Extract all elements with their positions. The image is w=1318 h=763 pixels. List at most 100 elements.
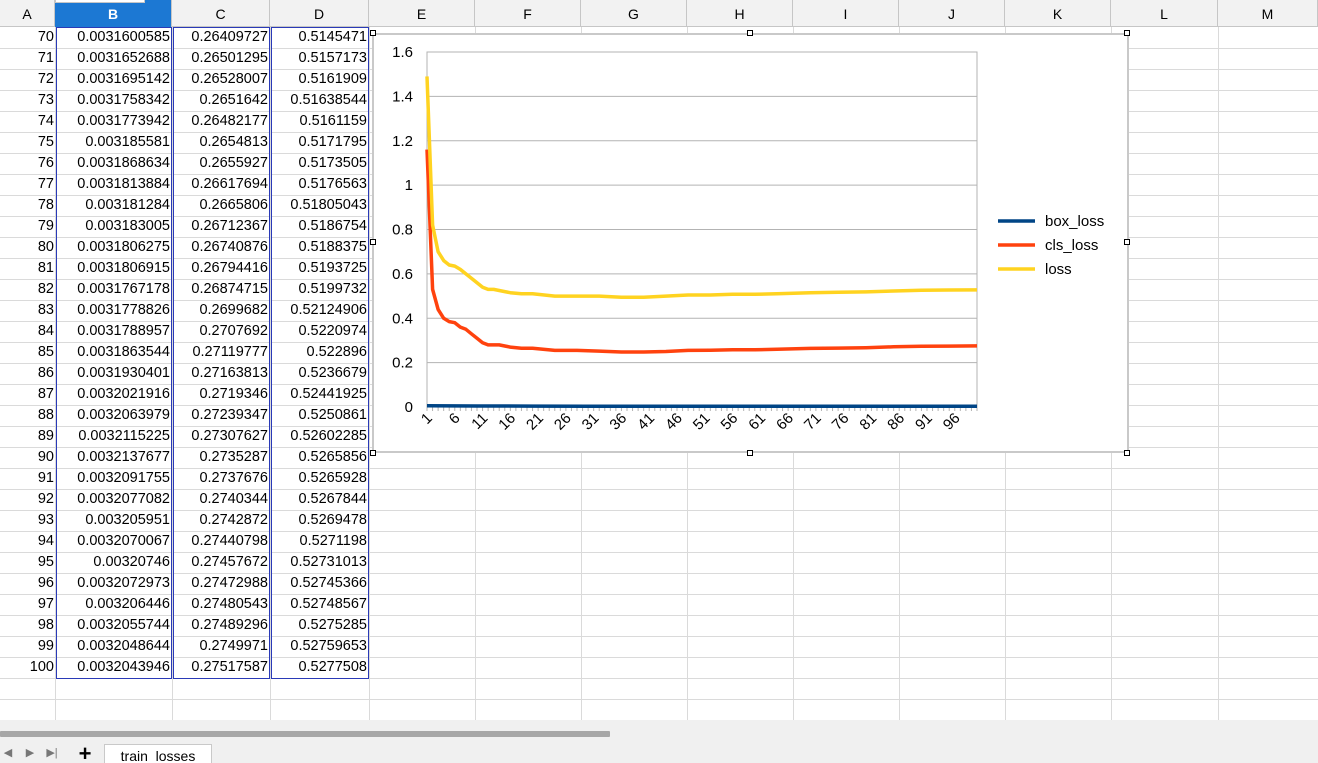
cell-a[interactable]: 84 bbox=[37, 323, 54, 339]
cell-a[interactable]: 87 bbox=[37, 386, 54, 402]
cell-a[interactable]: 81 bbox=[37, 260, 54, 276]
prev-sheet-icon[interactable]: ▶ bbox=[25, 747, 35, 759]
column-header-l[interactable]: L bbox=[1111, 0, 1218, 27]
cell-c[interactable]: 0.2719346 bbox=[199, 386, 268, 402]
cell-a[interactable]: 79 bbox=[37, 218, 54, 234]
chart-resize-handle-br[interactable] bbox=[1124, 450, 1130, 456]
cell-b[interactable]: 0.003181284 bbox=[85, 197, 170, 213]
cell-b[interactable]: 0.0031695142 bbox=[77, 71, 170, 87]
cell-b[interactable]: 0.0032048644 bbox=[77, 638, 170, 654]
first-sheet-icon[interactable]: ◀ bbox=[3, 747, 13, 759]
cell-c[interactable]: 0.27517587 bbox=[191, 659, 268, 675]
line-chart[interactable]: 0 0.2 0.4 0.6 0.8 1 1.2 1.4 1.6 1 6 11 16 21 26 31 36 41 4… bbox=[372, 33, 1129, 453]
cell-b[interactable]: 0.00320746 bbox=[93, 554, 170, 570]
cell-a[interactable]: 94 bbox=[37, 533, 54, 549]
cell-a[interactable]: 90 bbox=[37, 449, 54, 465]
column-header-g[interactable]: G bbox=[581, 0, 687, 27]
cell-a[interactable]: 83 bbox=[37, 302, 54, 318]
cell-c[interactable]: 0.27472988 bbox=[191, 575, 268, 591]
cell-b[interactable]: 0.0031863544 bbox=[77, 344, 170, 360]
cell-d[interactable]: 0.5220974 bbox=[298, 323, 367, 339]
cell-d[interactable]: 0.5188375 bbox=[298, 239, 367, 255]
column-header-c[interactable]: C bbox=[172, 0, 270, 27]
cell-a[interactable]: 98 bbox=[37, 617, 54, 633]
cell-b[interactable]: 0.0032072973 bbox=[77, 575, 170, 591]
cell-c[interactable]: 0.26409727 bbox=[191, 29, 268, 45]
chart-resize-handle-tl[interactable] bbox=[370, 30, 376, 36]
cell-a[interactable]: 72 bbox=[37, 71, 54, 87]
chart-resize-handle-mr[interactable] bbox=[1124, 239, 1130, 245]
cell-b[interactable]: 0.003185581 bbox=[85, 134, 170, 150]
cell-b[interactable]: 0.0032077082 bbox=[77, 491, 170, 507]
cell-d[interactable]: 0.5193725 bbox=[298, 260, 367, 276]
column-header-k[interactable]: K bbox=[1005, 0, 1111, 27]
column-header-m[interactable]: M bbox=[1218, 0, 1318, 27]
cell-c[interactable]: 0.26528007 bbox=[191, 71, 268, 87]
cell-c[interactable]: 0.26712367 bbox=[191, 218, 268, 234]
cell-c[interactable]: 0.27119777 bbox=[192, 344, 268, 360]
cell-d[interactable]: 0.522896 bbox=[306, 344, 367, 360]
cell-b[interactable]: 0.003206446 bbox=[85, 596, 170, 612]
chart-resize-handle-bl[interactable] bbox=[370, 450, 376, 456]
cell-d[interactable]: 0.52124906 bbox=[290, 302, 367, 318]
cell-b[interactable]: 0.0031773942 bbox=[77, 113, 170, 129]
cell-a[interactable]: 76 bbox=[37, 155, 54, 171]
horizontal-scrollbar-thumb[interactable] bbox=[0, 731, 610, 737]
cell-d[interactable]: 0.52745366 bbox=[290, 575, 367, 591]
cell-a[interactable]: 70 bbox=[37, 29, 54, 45]
cell-b[interactable]: 0.0031868634 bbox=[77, 155, 170, 171]
cell-d[interactable]: 0.5161909 bbox=[298, 71, 367, 87]
cell-d[interactable]: 0.5171795 bbox=[298, 134, 367, 150]
cell-d[interactable]: 0.5236679 bbox=[298, 365, 367, 381]
cell-c[interactable]: 0.2707692 bbox=[199, 323, 268, 339]
cell-a[interactable]: 82 bbox=[37, 281, 54, 297]
sheet-tab-train-losses[interactable]: train_losses bbox=[104, 744, 212, 763]
cell-a[interactable]: 86 bbox=[37, 365, 54, 381]
cell-d[interactable]: 0.52759653 bbox=[290, 638, 367, 654]
cell-d[interactable]: 0.5271198 bbox=[299, 533, 367, 549]
column-header-h[interactable]: H bbox=[687, 0, 793, 27]
cell-c[interactable]: 0.2651642 bbox=[199, 92, 268, 108]
column-header-d[interactable]: D bbox=[270, 0, 369, 27]
chart-resize-handle-bm[interactable] bbox=[747, 450, 753, 456]
column-header-j[interactable]: J bbox=[899, 0, 1005, 27]
cell-c[interactable]: 0.27163813 bbox=[191, 365, 268, 381]
cell-d[interactable]: 0.52602285 bbox=[290, 428, 367, 444]
cell-a[interactable]: 80 bbox=[37, 239, 54, 255]
column-header-e[interactable]: E bbox=[369, 0, 475, 27]
cell-a[interactable]: 92 bbox=[37, 491, 54, 507]
cell-c[interactable]: 0.27440798 bbox=[191, 533, 268, 549]
cell-d[interactable]: 0.51805043 bbox=[290, 197, 367, 213]
column-header-f[interactable]: F bbox=[475, 0, 581, 27]
cell-c[interactable]: 0.2740344 bbox=[199, 491, 268, 507]
cell-b[interactable]: 0.0031788957 bbox=[77, 323, 170, 339]
column-header-b[interactable]: B bbox=[55, 0, 172, 27]
column-header-a[interactable]: A bbox=[0, 0, 55, 27]
cell-b[interactable]: 0.0031930401 bbox=[77, 365, 170, 381]
cell-d[interactable]: 0.5275285 bbox=[298, 617, 367, 633]
cell-c[interactable]: 0.27480543 bbox=[191, 596, 268, 612]
cell-a[interactable]: 100 bbox=[29, 659, 54, 675]
cell-d[interactable]: 0.51638544 bbox=[290, 92, 367, 108]
cell-c[interactable]: 0.26794416 bbox=[191, 260, 268, 276]
cell-c[interactable]: 0.2654813 bbox=[199, 134, 268, 150]
cell-a[interactable]: 93 bbox=[37, 512, 54, 528]
cell-b[interactable]: 0.0032115225 bbox=[78, 428, 170, 444]
cell-b[interactable]: 0.0031600585 bbox=[77, 29, 170, 45]
cell-c[interactable]: 0.26617694 bbox=[191, 176, 268, 192]
cell-a[interactable]: 91 bbox=[37, 470, 54, 486]
cell-d[interactable]: 0.5265928 bbox=[298, 470, 367, 486]
cell-a[interactable]: 77 bbox=[37, 176, 54, 192]
cell-b[interactable]: 0.003205951 bbox=[85, 512, 170, 528]
cell-a[interactable]: 75 bbox=[37, 134, 54, 150]
cell-b[interactable]: 0.0032091755 bbox=[77, 470, 170, 486]
cell-b[interactable]: 0.0032137677 bbox=[77, 449, 170, 465]
cell-a[interactable]: 89 bbox=[37, 428, 54, 444]
cell-d[interactable]: 0.5145471 bbox=[298, 29, 367, 45]
cell-b[interactable]: 0.0031767178 bbox=[77, 281, 170, 297]
cell-d[interactable]: 0.52441925 bbox=[290, 386, 367, 402]
cell-c[interactable]: 0.26874715 bbox=[191, 281, 268, 297]
chart-resize-handle-tm[interactable] bbox=[747, 30, 753, 36]
cell-b[interactable]: 0.0031652688 bbox=[77, 50, 170, 66]
cell-c[interactable]: 0.2665806 bbox=[199, 197, 268, 213]
